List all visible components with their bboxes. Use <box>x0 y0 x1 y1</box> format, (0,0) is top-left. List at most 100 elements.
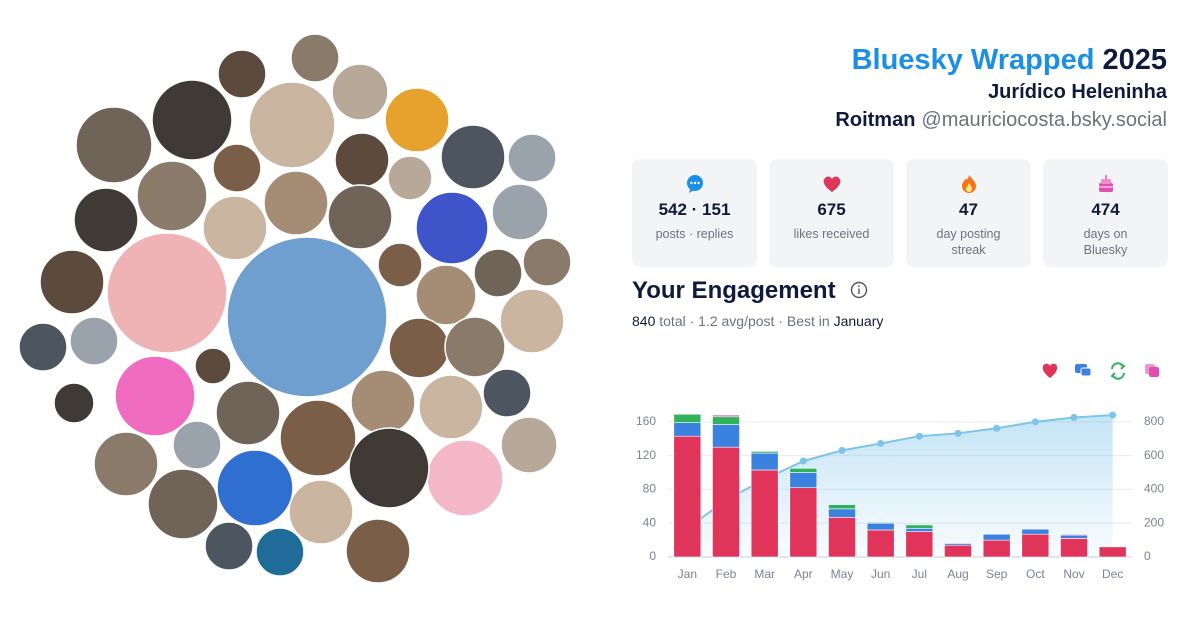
avatar[interactable] <box>482 368 532 418</box>
avatar[interactable] <box>248 81 336 169</box>
bar-segment <box>750 469 779 558</box>
avatar[interactable] <box>345 518 411 584</box>
bar-segment <box>1098 546 1127 558</box>
avatar[interactable] <box>279 399 357 477</box>
line-point <box>915 432 923 440</box>
line-point <box>838 446 846 454</box>
bar-segment <box>866 522 895 531</box>
avatar[interactable] <box>69 316 119 366</box>
avatar[interactable] <box>327 184 393 250</box>
line-point <box>1031 418 1039 426</box>
total-label: total · <box>659 313 695 329</box>
name-handle: Roitman @mauriciocosta.bsky.social <box>835 109 1167 132</box>
line-point <box>1070 413 1078 421</box>
x-tick-label: May <box>831 567 854 581</box>
x-tick-label: Nov <box>1063 567 1084 581</box>
avatar[interactable] <box>151 79 233 161</box>
avatar[interactable] <box>473 248 523 298</box>
total: 840 <box>632 313 656 329</box>
legend-icon[interactable] <box>1042 363 1058 378</box>
avatar[interactable] <box>263 170 329 236</box>
stat-card: 474 days on Bluesky <box>1043 159 1168 267</box>
bar-segment <box>673 435 702 558</box>
avatar[interactable] <box>172 420 222 470</box>
bar-segment <box>712 416 740 425</box>
icon <box>961 175 976 193</box>
avatar[interactable] <box>255 527 305 577</box>
stat-value: 675 <box>817 200 846 219</box>
bar-segment <box>673 422 702 437</box>
avatar[interactable] <box>500 416 558 474</box>
best-month: January <box>833 313 884 329</box>
avatar[interactable] <box>522 237 572 287</box>
title-text: Your Engagement <box>632 277 836 304</box>
legend-icon[interactable] <box>1110 362 1126 380</box>
y2-tick-label: 600 <box>1144 448 1164 462</box>
stat-label: day posting streak <box>936 227 1001 257</box>
avatar[interactable] <box>384 87 450 153</box>
avatar[interactable] <box>444 316 506 378</box>
avatar[interactable] <box>217 49 267 99</box>
avatar[interactable] <box>106 232 228 354</box>
avatar[interactable] <box>216 449 294 527</box>
avatar[interactable] <box>377 242 423 288</box>
bar-segment <box>789 472 818 489</box>
x-tick-label: Feb <box>716 567 737 581</box>
handle[interactable]: @mauriciocosta.bsky.social <box>921 109 1167 131</box>
avatar[interactable] <box>499 288 565 354</box>
avatar[interactable] <box>331 63 389 121</box>
x-tick-label: Apr <box>794 567 813 581</box>
avatar[interactable] <box>387 155 433 201</box>
avatar[interactable] <box>415 191 489 265</box>
stat-card: 47 day posting streak <box>906 159 1031 267</box>
avatar[interactable] <box>415 264 477 326</box>
title: Bluesky Wrapped 2025 <box>852 44 1167 77</box>
stat-label: days on Bluesky <box>1083 227 1128 257</box>
avatar[interactable] <box>147 468 219 540</box>
avatar[interactable] <box>418 374 484 440</box>
avatar[interactable] <box>93 431 159 497</box>
bar-segment <box>1060 533 1088 536</box>
line-point <box>877 439 885 447</box>
info-icon[interactable] <box>850 281 868 299</box>
bar-segment <box>789 487 818 558</box>
y-tick-label: 80 <box>643 482 657 496</box>
y2-tick-label: 0 <box>1144 549 1151 563</box>
x-tick-label: Jan <box>678 567 697 581</box>
avatar[interactable] <box>194 347 232 385</box>
bar-segment <box>1060 538 1088 558</box>
avatar[interactable] <box>290 33 340 83</box>
avatar[interactable] <box>288 479 354 545</box>
bar-segment <box>982 539 1011 558</box>
stat-value: 47 <box>959 200 978 219</box>
bar-segment <box>712 424 740 448</box>
avatar[interactable] <box>491 183 549 241</box>
avatar[interactable] <box>73 187 139 253</box>
bar-segment <box>1021 528 1050 535</box>
legend-icon <box>1080 367 1092 377</box>
bar-segment <box>944 544 972 558</box>
year: 2025 <box>1102 44 1167 76</box>
avatar[interactable] <box>212 143 262 193</box>
bar-segment <box>982 533 1011 541</box>
avatar[interactable] <box>348 427 430 509</box>
avatar[interactable] <box>202 195 268 261</box>
x-tick-label: Oct <box>1026 567 1045 581</box>
bar-segment <box>712 414 740 418</box>
avatar[interactable] <box>18 322 68 372</box>
avatar[interactable] <box>507 133 557 183</box>
line-point <box>1109 411 1117 419</box>
y-tick-label: 40 <box>643 515 657 529</box>
avatar[interactable] <box>440 124 506 190</box>
avatar[interactable] <box>136 160 208 232</box>
display-name: Roitman <box>835 109 916 131</box>
avatar[interactable] <box>226 236 388 398</box>
stat-card: 542 · 151 posts · replies <box>632 159 757 267</box>
y-tick-label: 160 <box>636 414 656 428</box>
avatar[interactable] <box>215 380 281 446</box>
avatar[interactable] <box>114 355 196 437</box>
avatar[interactable] <box>39 249 105 315</box>
avatar[interactable] <box>53 382 95 424</box>
avatar[interactable] <box>75 106 153 184</box>
avatar[interactable] <box>204 521 254 571</box>
